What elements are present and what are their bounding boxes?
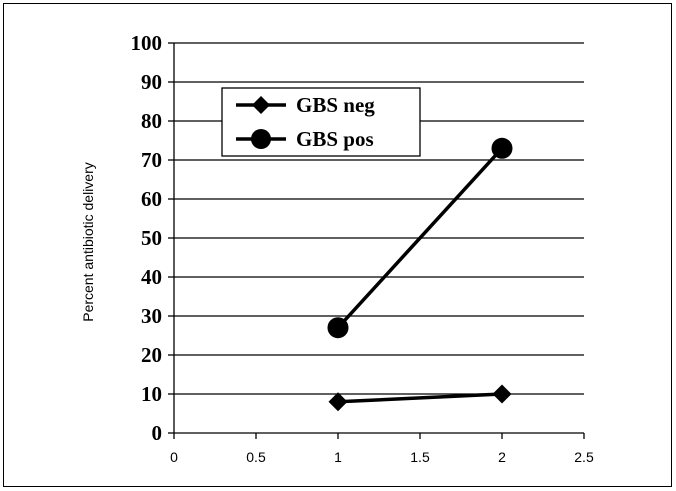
data-point-gbs-neg-1 <box>492 384 512 404</box>
y-tick-label-80: 80 <box>141 109 162 133</box>
data-point-gbs-neg-0 <box>328 392 348 412</box>
legend-box <box>221 87 421 157</box>
y-tick-label-60: 60 <box>141 187 162 211</box>
x-tick-label-2: 2 <box>498 449 506 465</box>
y-tick-label-20: 20 <box>141 343 162 367</box>
y-tick-label-100: 100 <box>131 31 163 55</box>
data-point-gbs-pos-0 <box>327 317 349 339</box>
data-point-gbs-pos-1 <box>491 137 513 159</box>
x-tick-label-2.5: 2.5 <box>574 449 594 465</box>
x-tick-label-0.5: 0.5 <box>246 449 266 465</box>
legend-label-gbs-pos: GBS pos <box>296 127 374 151</box>
series-line-gbs-neg <box>337 392 503 404</box>
legend-marker-gbs-neg <box>252 96 270 114</box>
y-tick-label-10: 10 <box>141 382 162 406</box>
y-tick-label-50: 50 <box>141 226 162 250</box>
y-tick-label-30: 30 <box>141 304 162 328</box>
y-tick-label-40: 40 <box>141 265 162 289</box>
y-tick-label-70: 70 <box>141 148 162 172</box>
series-line-gbs-pos <box>336 147 504 329</box>
x-tick-label-0: 0 <box>170 449 178 465</box>
x-tick-label-1: 1 <box>334 449 342 465</box>
x-tick-label-1.5: 1.5 <box>410 449 430 465</box>
legend-label-gbs-neg: GBS neg <box>296 93 375 117</box>
y-tick-label-90: 90 <box>141 70 162 94</box>
legend: GBS neg GBS pos <box>221 87 421 157</box>
y-tick-label-0: 0 <box>152 421 163 445</box>
x-tick-labels: 0 0.5 1 1.5 2 2.5 <box>170 449 594 465</box>
grid-lines <box>174 42 584 395</box>
axes <box>168 42 585 439</box>
y-axis-label: Percent antibiotic delivery <box>80 162 96 322</box>
y-tick-labels: 0 10 20 30 40 50 60 70 80 90 100 <box>131 31 163 445</box>
series-group <box>327 137 513 412</box>
legend-marker-gbs-pos <box>251 129 271 149</box>
